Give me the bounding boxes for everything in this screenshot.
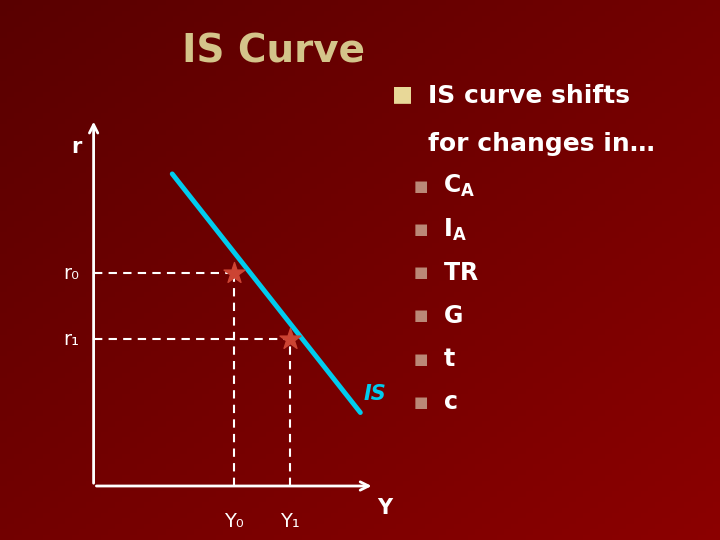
Text: Y₁: Y₁	[280, 512, 300, 531]
Text: $\mathbf{c}$: $\mathbf{c}$	[443, 390, 457, 414]
Text: Y: Y	[377, 498, 392, 518]
Text: IS Curve: IS Curve	[182, 32, 365, 70]
Text: Y₀: Y₀	[224, 512, 244, 531]
Text: ■: ■	[414, 308, 428, 323]
Text: $\mathbf{I_A}$: $\mathbf{I_A}$	[443, 217, 467, 242]
Text: IS: IS	[363, 384, 386, 404]
Text: $\mathbf{t}$: $\mathbf{t}$	[443, 347, 456, 371]
Text: ■: ■	[414, 222, 428, 237]
Text: ■: ■	[392, 84, 413, 104]
Text: ■: ■	[414, 395, 428, 410]
Text: $\mathbf{TR}$: $\mathbf{TR}$	[443, 261, 479, 285]
Point	[228, 269, 240, 278]
Text: ■: ■	[414, 265, 428, 280]
Text: ■: ■	[414, 179, 428, 194]
Text: r: r	[71, 137, 82, 157]
Text: IS curve shifts: IS curve shifts	[428, 84, 631, 107]
Text: $\mathbf{G}$: $\mathbf{G}$	[443, 304, 462, 328]
Text: r₁: r₁	[63, 329, 79, 349]
Text: $\mathbf{C_A}$: $\mathbf{C_A}$	[443, 173, 475, 199]
Text: for changes in…: for changes in…	[428, 132, 655, 156]
Point	[284, 335, 296, 343]
Text: ■: ■	[414, 352, 428, 367]
Text: r₀: r₀	[63, 264, 79, 282]
